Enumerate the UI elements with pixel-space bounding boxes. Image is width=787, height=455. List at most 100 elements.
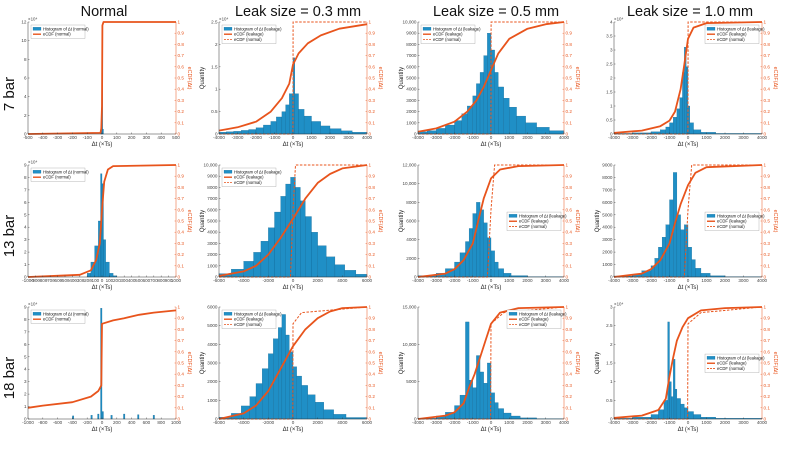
x-tick-label: 1000: [701, 135, 712, 140]
right-y-tick-label: 0.9: [178, 316, 185, 321]
right-y-tick-label: 0.4: [369, 230, 376, 235]
ecdf-line: [417, 21, 565, 133]
y-tick-label: 10,000: [203, 163, 217, 168]
histogram-bar: [686, 66, 689, 135]
y-tick-label: 0: [24, 417, 27, 422]
x-tick-label: 800: [157, 420, 165, 425]
x-tick-label: 2000: [522, 278, 533, 283]
legend: Histogram of Δt (leakage)eCDF (leakage)e…: [704, 353, 765, 373]
right-y-tick-label: 0.5: [764, 361, 771, 366]
y-tick-label: 12: [21, 20, 27, 25]
histogram-bar: [276, 116, 283, 135]
y-tick-label: 9: [24, 163, 27, 168]
x-tick-label: -800: [38, 420, 48, 425]
y-tick-label: 9000: [406, 31, 417, 36]
right-y-tick-label: 0.1: [178, 263, 185, 268]
histogram-bar: [296, 375, 302, 420]
y-axis-label: Quantity: [595, 210, 601, 232]
histogram-bar: [700, 132, 716, 135]
x-tick-label: 0: [101, 135, 104, 140]
row-label-7bar: 7 bar: [1, 77, 18, 111]
legend-label: eCDF (normal): [519, 322, 547, 327]
legend: Histogram of Δt (leakage)eCDF (leakage)e…: [704, 24, 765, 44]
histogram-bar: [676, 398, 681, 420]
right-y-tick-label: 1: [178, 20, 181, 25]
right-y-tick-label: 0.5: [178, 361, 185, 366]
histogram-bar: [494, 402, 499, 420]
right-y-tick-label: 0: [178, 132, 181, 137]
y-tick-label: 0: [215, 132, 218, 137]
histogram-bar: [152, 415, 155, 420]
y-tick-label: 10,000: [402, 181, 416, 186]
legend: Histogram of Δt (leakage)eCDF (leakage)e…: [221, 309, 282, 329]
y-tick-label: 6000: [207, 305, 218, 310]
y-tick-label: 2000: [406, 256, 417, 261]
x-tick-label: -3000: [430, 420, 442, 425]
x-tick-label: 3000: [541, 420, 552, 425]
right-y-axis-label: eCDF(Δt): [574, 67, 580, 90]
right-y-tick-label: 0.1: [764, 120, 771, 125]
y-tick-label: 8000: [602, 175, 613, 180]
histogram-bar: [110, 415, 113, 420]
right-y-tick-label: 0.7: [369, 196, 376, 201]
histogram-bar: [292, 366, 297, 420]
x-tick-label: 300: [120, 278, 128, 283]
y-tick-label: 7: [24, 187, 27, 192]
y-tick-label: 8: [24, 317, 27, 322]
histogram-bar: [289, 351, 294, 420]
ecdf-line: [613, 306, 763, 419]
chart-leak10-7bar: -4000 -3000 -2000 -1000 0 1000 2000 3000 400000.…: [606, 17, 778, 149]
legend-label: eCDF (leakage): [717, 219, 747, 224]
histogram-bar: [660, 129, 666, 135]
histogram-bar: [123, 413, 126, 420]
x-tick-label: 1000: [171, 420, 182, 425]
x-tick-label: -1000: [664, 278, 676, 283]
right-y-tick-label: 0: [369, 417, 372, 422]
histogram-bar: [700, 273, 711, 278]
histogram-bar: [682, 72, 685, 135]
right-y-tick-label: 0.8: [369, 185, 376, 190]
right-y-tick-label: 0.7: [566, 53, 573, 58]
histogram-bar: [465, 321, 470, 420]
y-axis-label: Quantity: [200, 352, 206, 374]
histogram-bar: [105, 261, 110, 278]
histogram-bar: [427, 130, 437, 135]
histogram-bar: [494, 72, 499, 135]
right-y-tick-label: 0.6: [178, 64, 185, 69]
x-tick-label: 3000: [738, 135, 749, 140]
right-y-tick-label: 0.7: [369, 53, 376, 58]
histogram-bar: [650, 414, 659, 420]
x-tick-label: -2000: [645, 135, 657, 140]
x-tick-label: -100: [83, 135, 93, 140]
right-y-tick-label: 0.1: [178, 120, 185, 125]
x-tick-label: -1000: [467, 420, 479, 425]
right-y-tick-label: 0.3: [178, 241, 185, 246]
y-tick-label: 5000: [207, 323, 218, 328]
right-y-tick-label: 0.4: [566, 372, 573, 377]
y-tick-label: 4: [610, 20, 613, 25]
y-tick-label: 1000: [207, 398, 218, 403]
right-y-tick-label: 0.5: [566, 219, 573, 224]
right-y-tick-label: 0: [566, 132, 569, 137]
x-tick-label: 1000: [701, 278, 712, 283]
x-tick-label: 4000: [559, 135, 570, 140]
histogram-bar: [301, 385, 308, 420]
x-tick-label: -6000: [213, 420, 225, 425]
histogram-bar: [503, 98, 510, 135]
legend-swatch-histogram: [508, 214, 518, 218]
histogram-bar: [300, 200, 306, 278]
x-tick-label: 2000: [522, 420, 533, 425]
right-y-tick-label: 0.1: [369, 405, 376, 410]
y-tick-label: 1000: [406, 120, 417, 125]
x-tick-label: -2000: [449, 278, 461, 283]
x-tick-label: 2000: [720, 420, 731, 425]
right-y-tick-label: 0.2: [369, 109, 376, 114]
x-tick-label: -300: [75, 278, 85, 283]
x-tick-label: 400: [128, 278, 136, 283]
right-y-tick-label: 0.2: [566, 109, 573, 114]
right-y-tick-label: 0.4: [566, 230, 573, 235]
right-y-tick-label: 0.2: [764, 109, 771, 114]
y-tick-label: 4: [24, 367, 27, 372]
right-y-tick-label: 1: [764, 20, 767, 25]
right-y-tick-label: 0.3: [178, 383, 185, 388]
